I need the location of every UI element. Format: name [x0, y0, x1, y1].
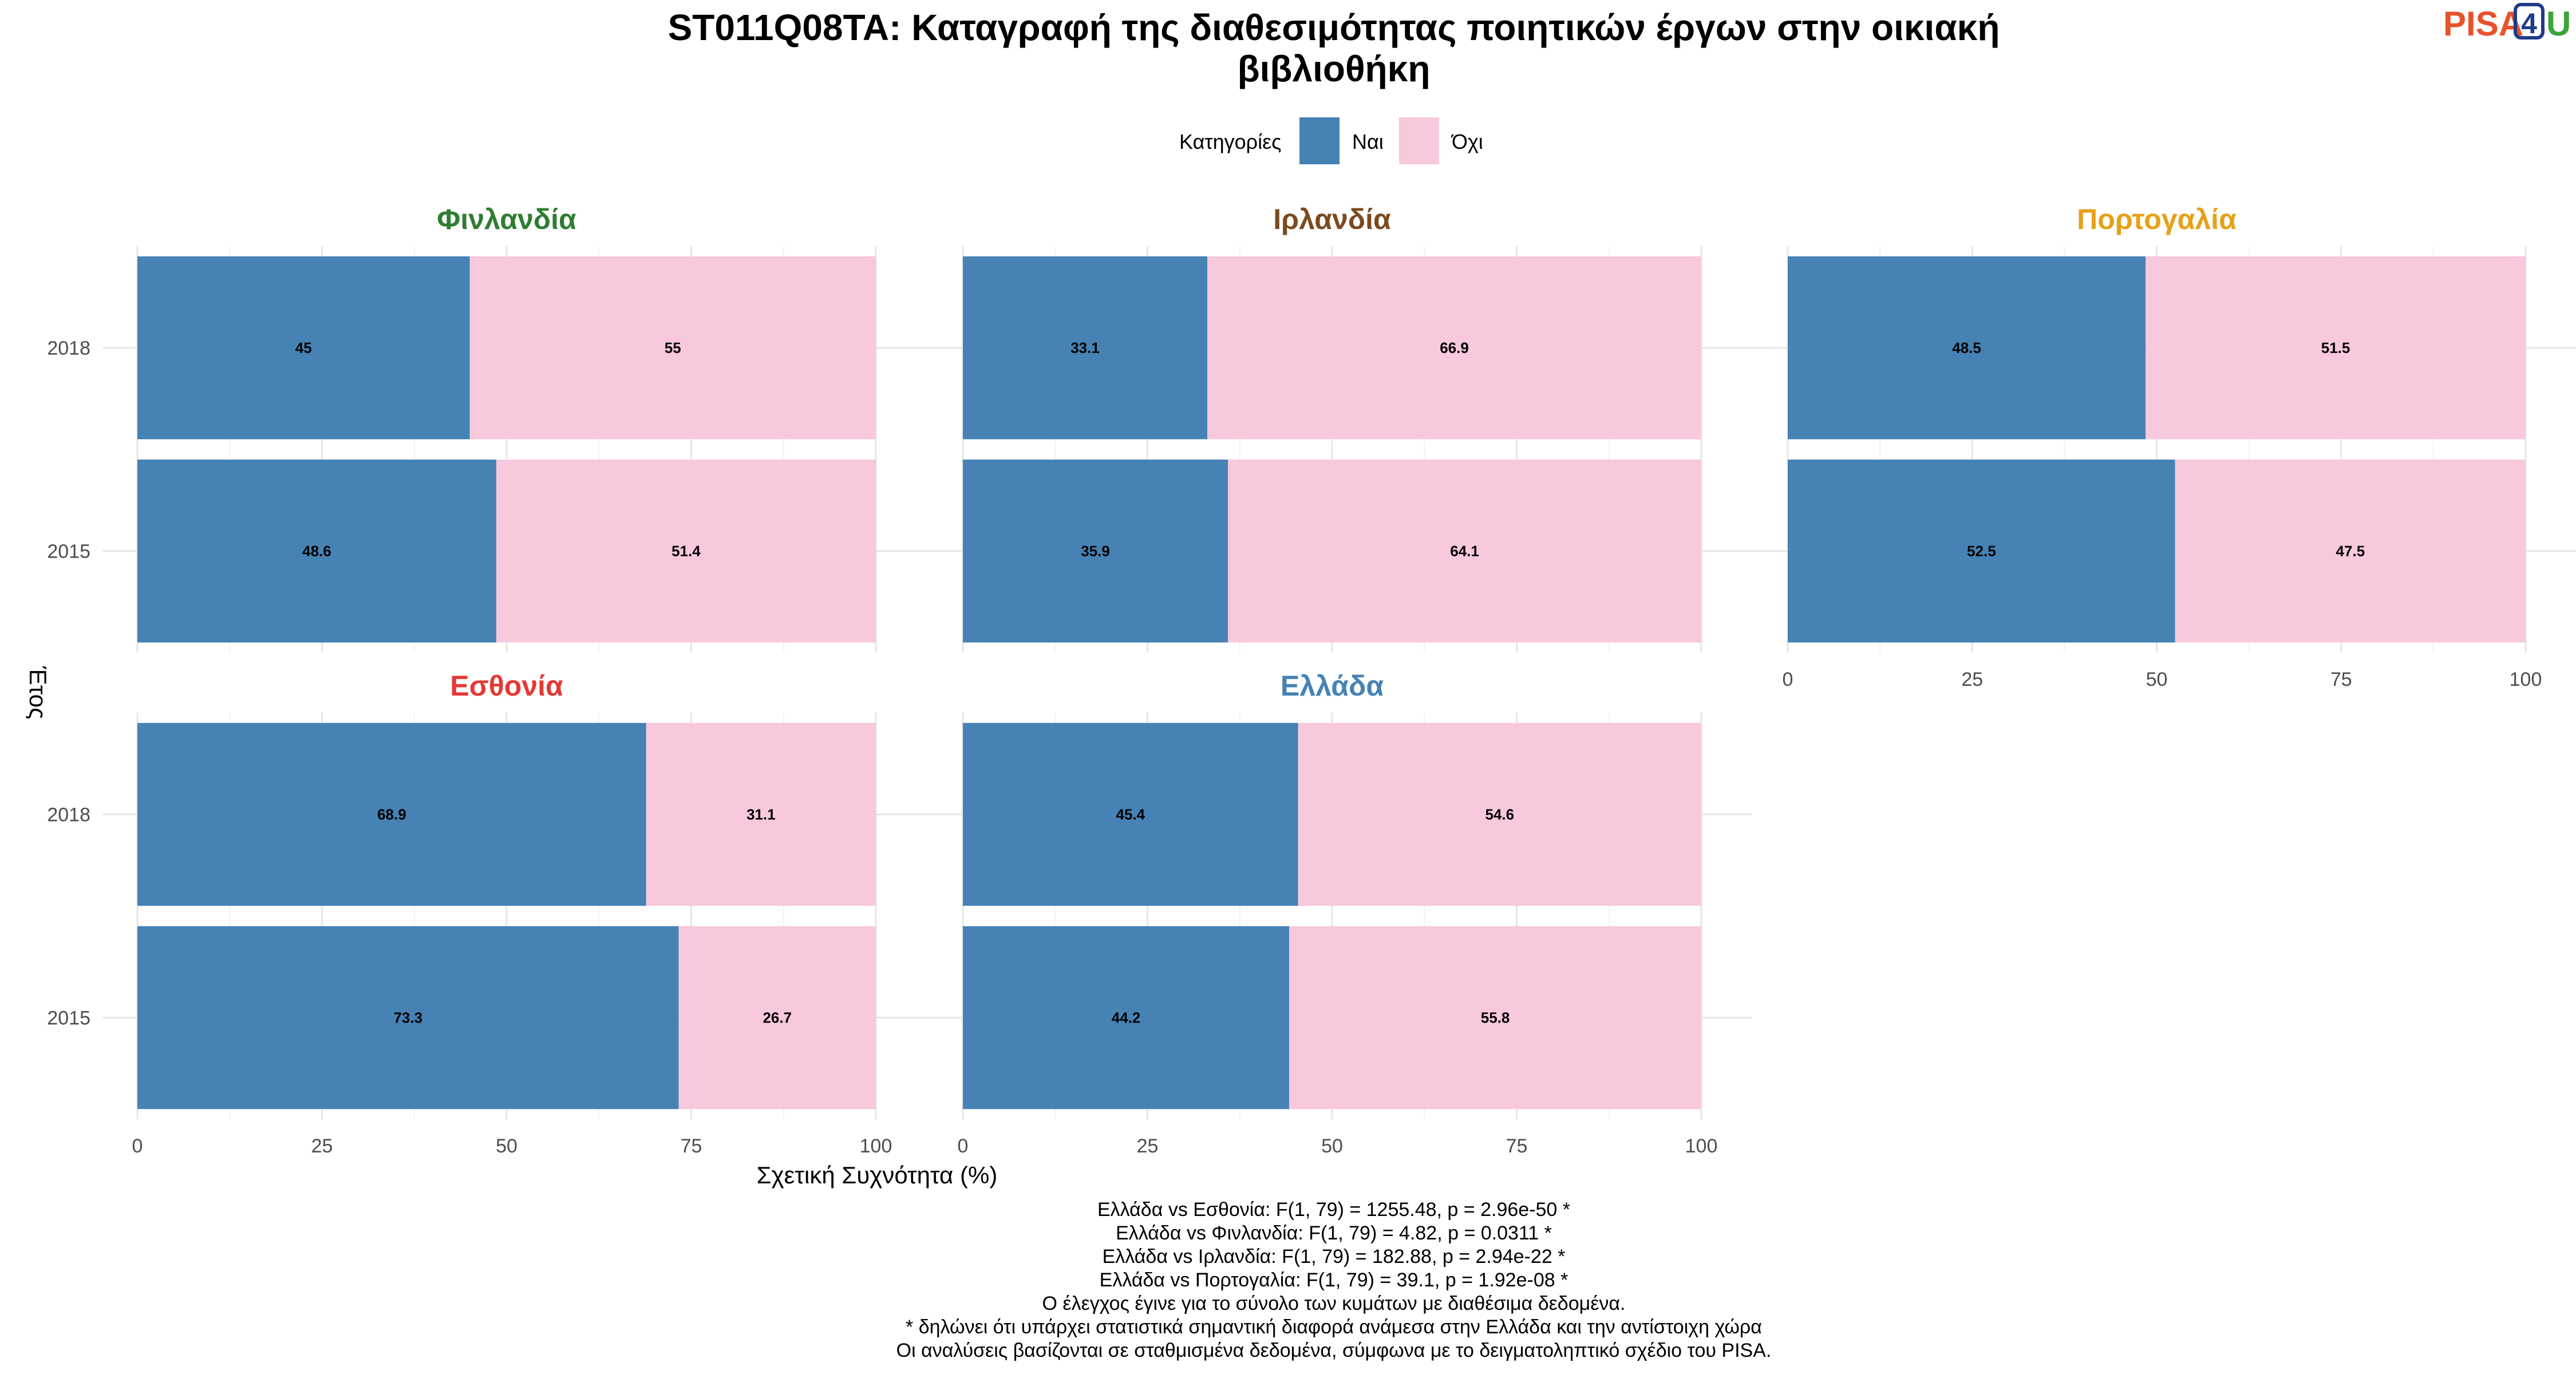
facet-panels: 45 55 2018 48.6 51.4 2015 Φινλανδία 33.1 66.9 35.…	[47, 203, 2576, 1157]
y-tick-label: 2018	[47, 804, 90, 826]
facet-4: 68.9 31.1 2018 73.3 26.7 2015 Εσθονία 0 25 50 75 10…	[47, 670, 927, 1157]
facet-title: Εσθονία	[450, 670, 563, 702]
legend-label-ochi: Όχι	[1451, 130, 1483, 153]
x-tick-label: 50	[1321, 1135, 1343, 1157]
bar-segment	[963, 459, 1228, 643]
x-tick-label: 100	[860, 1135, 892, 1157]
y-tick-label: 2015	[47, 541, 90, 563]
legend-swatch-nai	[1299, 117, 1340, 164]
facet-2: 33.1 66.9 35.9 64.1 Ιρλανδία	[927, 203, 1752, 653]
bar-segment	[1207, 256, 1701, 440]
bar-value-label: 47.5	[2336, 543, 2365, 560]
bar-value-label: 48.5	[1952, 339, 1981, 357]
bar-value-label: 66.9	[1440, 339, 1469, 357]
caption-line-2: Ελλάδα vs Φινλανδία: F(1, 79) = 4.82, p …	[1116, 1222, 1552, 1244]
logo-four-box	[2514, 3, 2545, 40]
logo-pisa-text: PISA	[2443, 5, 2523, 43]
caption: Ελλάδα vs Εσθονία: F(1, 79) = 1255.48, p…	[896, 1199, 1772, 1361]
y-tick-label: 2015	[47, 1008, 90, 1029]
bar-value-label: 33.1	[1070, 339, 1100, 357]
bar-segment	[963, 722, 1298, 906]
facet-3: 48.5 51.5 52.5 47.5 Πορτογαλία 0 25 50 75 100	[1752, 203, 2576, 690]
caption-line-4: Ελλάδα vs Πορτογαλία: F(1, 79) = 39.1, p…	[1100, 1269, 1568, 1291]
x-axis-title: Σχετική Συχνότητα (%)	[757, 1162, 998, 1189]
caption-line-3: Ελλάδα vs Ιρλανδία: F(1, 79) = 182.88, p…	[1103, 1246, 1566, 1268]
bar-segment	[1788, 256, 2146, 440]
logo-u-text: U	[2546, 5, 2571, 43]
bar-segment	[678, 926, 876, 1110]
x-tick-label: 100	[1685, 1135, 1718, 1157]
bar-segment	[137, 722, 646, 906]
x-tick-label: 0	[958, 1135, 969, 1157]
x-tick-label: 75	[1506, 1135, 1528, 1157]
legend-label-nai: Ναι	[1352, 130, 1384, 153]
facet-title: Ιρλανδία	[1273, 203, 1391, 235]
bar-segment	[2175, 459, 2526, 643]
bar-value-label: 68.9	[377, 806, 406, 823]
x-tick-label: 0	[1783, 669, 1793, 690]
bar-segment	[2146, 256, 2526, 440]
bar-segment	[1289, 926, 1701, 1110]
facet-1: 45 55 2018 48.6 51.4 2015 Φινλανδία	[47, 203, 927, 653]
x-tick-label: 25	[311, 1135, 333, 1157]
legend-title: Κατηγορίες	[1179, 130, 1282, 153]
legend: Κατηγορίες Ναι Όχι	[1179, 117, 1483, 164]
caption-line-6: * δηλώνει ότι υπάρχει στατιστικά σημαντι…	[906, 1316, 1762, 1338]
bar-segment	[1788, 459, 2175, 643]
bar-value-label: 31.1	[746, 806, 776, 823]
x-tick-label: 50	[2146, 669, 2168, 690]
bar-value-label: 48.6	[302, 543, 331, 560]
bar-segment	[137, 256, 470, 440]
x-tick-label: 75	[2330, 669, 2352, 690]
y-axis-title: Έτος	[25, 666, 52, 720]
bar-value-label: 45	[295, 339, 312, 357]
bar-value-label: 55.8	[1481, 1009, 1510, 1026]
bar-segment	[137, 459, 496, 643]
facet-title: Ελλάδα	[1281, 670, 1384, 702]
bar-value-label: 55	[665, 339, 681, 357]
bar-segment	[646, 722, 876, 906]
x-tick-label: 25	[1961, 669, 1983, 690]
x-tick-label: 50	[496, 1135, 517, 1157]
bar-value-label: 64.1	[1450, 543, 1479, 560]
bar-segment	[963, 256, 1207, 440]
logo-four-text: 4	[2521, 7, 2537, 40]
bar-value-label: 51.5	[2321, 339, 2350, 357]
facet-5: 45.4 54.6 44.2 55.8 Ελλάδα 0 25 50 75 100	[927, 670, 1752, 1157]
bar-segment	[496, 459, 876, 643]
bar-segment	[963, 926, 1290, 1110]
bar-value-label: 52.5	[1967, 543, 1996, 560]
pisa4u-logo: PISA 4 U	[2443, 3, 2571, 43]
facet-title: Φινλανδία	[437, 203, 576, 235]
facet-title: Πορτογαλία	[2077, 203, 2237, 235]
bar-value-label: 51.4	[671, 543, 701, 560]
bar-value-label: 73.3	[393, 1009, 422, 1026]
chart-title-line-2: βιβλιοθήκη	[1238, 48, 1431, 89]
bar-segment	[1298, 722, 1701, 906]
bar-value-label: 44.2	[1112, 1009, 1141, 1026]
bar-segment	[137, 926, 679, 1110]
bar-value-label: 45.4	[1116, 806, 1145, 823]
x-tick-label: 25	[1137, 1135, 1159, 1157]
bar-value-label: 35.9	[1081, 543, 1110, 560]
x-tick-label: 0	[132, 1135, 143, 1157]
caption-line-5: Ο έλεγχος έγινε για το σύνολο των κυμάτω…	[1042, 1293, 1626, 1314]
y-tick-label: 2018	[47, 338, 90, 360]
bar-segment	[1228, 459, 1701, 643]
bar-value-label: 26.7	[762, 1009, 792, 1026]
chart-title-line-1: ST011Q08TA: Καταγραφή της διαθεσιμότητας…	[668, 7, 2000, 48]
caption-line-7: Οι αναλύσεις βασίζονται σε σταθμισμένα δ…	[896, 1340, 1772, 1361]
legend-swatch-ochi	[1399, 117, 1439, 164]
x-tick-label: 100	[2510, 669, 2542, 690]
x-tick-label: 75	[681, 1135, 702, 1157]
bar-value-label: 54.6	[1485, 806, 1515, 823]
bar-segment	[469, 256, 876, 440]
caption-line-1: Ελλάδα vs Εσθονία: F(1, 79) = 1255.48, p…	[1097, 1199, 1570, 1221]
